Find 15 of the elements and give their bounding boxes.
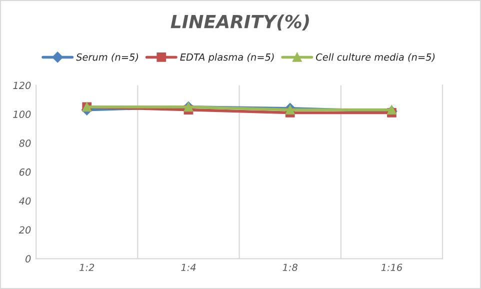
legend-label: EDTA plasma (n=5) <box>180 53 274 63</box>
y-tick-label: 20 <box>18 226 31 234</box>
legend-label: Serum (n=5) <box>76 53 138 62</box>
x-tick-label: 1:4 <box>181 264 196 271</box>
y-tick-label: 60 <box>19 168 31 176</box>
x-tick-label: 1:2 <box>80 264 94 271</box>
y-tick-label: 80 <box>19 140 31 147</box>
chart-title: LINEARITY(%) <box>170 14 309 31</box>
y-tick-label: 40 <box>19 197 31 205</box>
x-tick-label: 1:16 <box>381 264 402 272</box>
x-tick-label: 1:8 <box>282 264 298 272</box>
y-tick-label: 0 <box>26 255 31 262</box>
y-tick-label: 100 <box>13 110 31 118</box>
legend-label: Cell culture media (n=5) <box>316 53 435 62</box>
y-tick-label: 120 <box>13 82 31 90</box>
